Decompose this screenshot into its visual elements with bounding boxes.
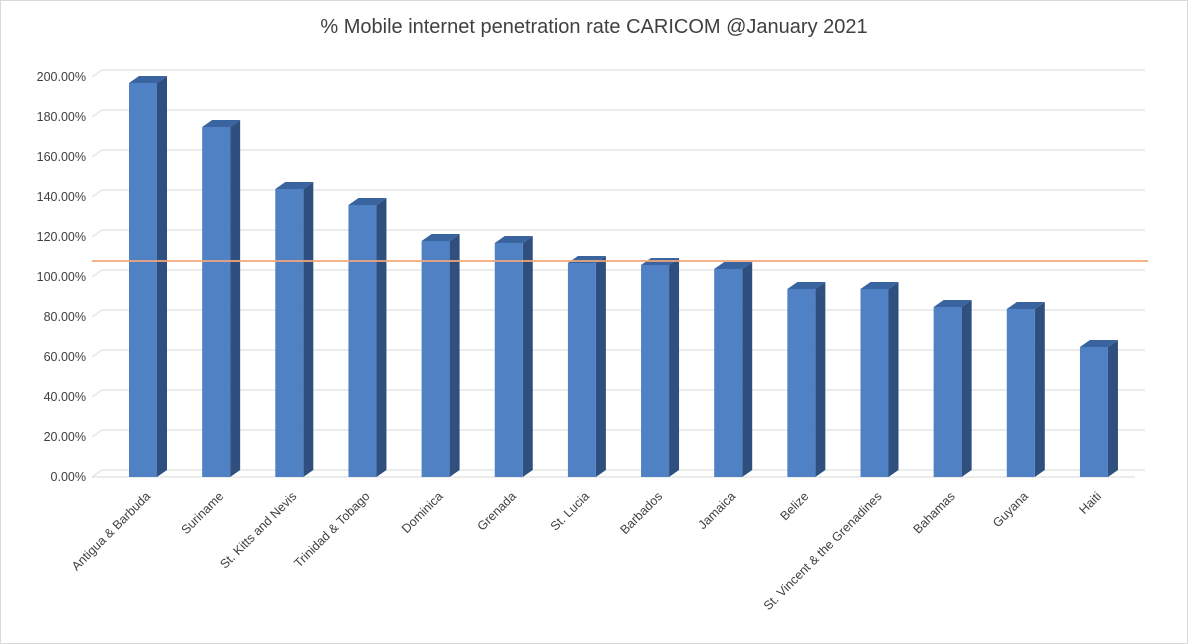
x-tick-label: Trinidad & Tobago	[291, 489, 372, 570]
y-tick-label: 100.00%	[37, 270, 86, 284]
gridline	[91, 109, 1145, 118]
y-tick-label: 60.00%	[44, 350, 86, 364]
gridline	[91, 309, 1145, 318]
x-tick-label: Haiti	[1076, 489, 1104, 517]
y-tick-label: 20.00%	[44, 430, 86, 444]
gridline	[91, 429, 1145, 438]
bar	[494, 236, 533, 477]
bar	[275, 182, 314, 477]
bar	[202, 120, 241, 477]
bar	[129, 76, 167, 477]
x-tick-label: St. Lucia	[548, 489, 592, 533]
y-tick-label: 180.00%	[37, 110, 86, 124]
y-tick-label: 200.00%	[37, 70, 86, 84]
x-tick-label: St. Vincent & the Grenadines	[761, 489, 885, 613]
x-tick-label: Jamaica	[696, 489, 739, 532]
gridlines	[91, 69, 1145, 478]
bar	[567, 256, 606, 477]
y-tick-label: 160.00%	[37, 150, 86, 164]
x-tick-label: Guyana	[990, 489, 1031, 530]
x-tick-label: Bahamas	[911, 489, 958, 536]
x-tick-label: Antigua & Barbuda	[69, 489, 153, 573]
gridline	[91, 469, 1145, 478]
chart-title: % Mobile internet penetration rate CARIC…	[320, 16, 868, 38]
bar	[1006, 302, 1045, 477]
bar	[641, 258, 680, 477]
gridline	[91, 149, 1145, 158]
x-tick-label: Belize	[777, 489, 811, 523]
gridline	[91, 349, 1145, 358]
y-tick-label: 140.00%	[37, 190, 86, 204]
bars	[129, 76, 1118, 477]
x-tick-label: Barbados	[617, 489, 665, 537]
x-tick-label: Dominica	[399, 489, 446, 536]
bar	[421, 234, 460, 477]
bar	[1079, 340, 1118, 477]
gridline	[91, 269, 1145, 278]
bar	[714, 262, 753, 477]
y-tick-label: 80.00%	[44, 310, 86, 324]
gridline	[91, 389, 1145, 398]
bar	[933, 300, 972, 477]
bar	[860, 282, 899, 477]
y-tick-label: 0.00%	[51, 470, 86, 484]
y-axis: 0.00% 20.00% 40.00% 60.00% 80.00% 100.00% 120.…	[37, 70, 86, 484]
x-tick-label: St. Kitts and Nevis	[217, 489, 299, 571]
bar	[348, 198, 387, 477]
x-tick-label: Suriname	[179, 489, 227, 537]
y-tick-label: 40.00%	[44, 390, 86, 404]
y-tick-label: 120.00%	[37, 230, 86, 244]
x-tick-label: Grenada	[475, 489, 519, 533]
gridline	[91, 69, 1145, 78]
gridline	[91, 229, 1145, 238]
bar	[787, 282, 826, 477]
gridline	[91, 189, 1145, 198]
